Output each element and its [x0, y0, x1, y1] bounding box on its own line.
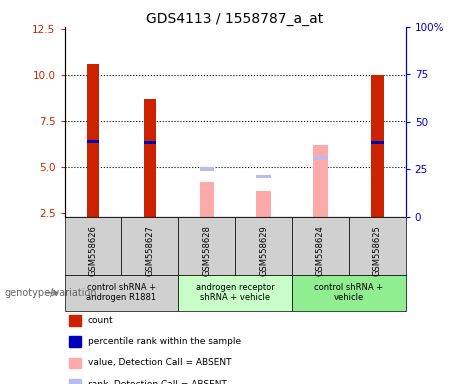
Bar [313, 156, 327, 160]
Text: value, Detection Call = ABSENT: value, Detection Call = ABSENT [88, 358, 231, 367]
Title: GDS4113 / 1558787_a_at: GDS4113 / 1558787_a_at [147, 12, 324, 26]
Bar [371, 75, 384, 217]
Text: GSM558626: GSM558626 [89, 226, 97, 276]
Bar [143, 99, 156, 217]
Text: control shRNA +
androgen R1881: control shRNA + androgen R1881 [86, 283, 156, 303]
Text: androgen receptor
shRNA + vehicle: androgen receptor shRNA + vehicle [196, 283, 274, 303]
Text: GSM558629: GSM558629 [259, 226, 268, 276]
Bar [200, 167, 214, 170]
Text: GSM558627: GSM558627 [145, 226, 154, 276]
Bar [87, 140, 99, 143]
Bar [371, 141, 384, 144]
Bar [87, 64, 99, 217]
Bar [313, 145, 327, 217]
Text: genotype/variation: genotype/variation [5, 288, 97, 298]
Text: count: count [88, 316, 113, 325]
Text: rank, Detection Call = ABSENT: rank, Detection Call = ABSENT [88, 379, 226, 384]
Bar [256, 191, 271, 217]
Bar [143, 141, 156, 144]
Text: GSM558624: GSM558624 [316, 226, 325, 276]
Text: control shRNA +
vehicle: control shRNA + vehicle [314, 283, 384, 303]
Text: GSM558625: GSM558625 [373, 226, 382, 276]
Text: percentile rank within the sample: percentile rank within the sample [88, 337, 241, 346]
Text: GSM558628: GSM558628 [202, 226, 211, 276]
Bar [200, 182, 214, 217]
Bar [256, 175, 271, 178]
